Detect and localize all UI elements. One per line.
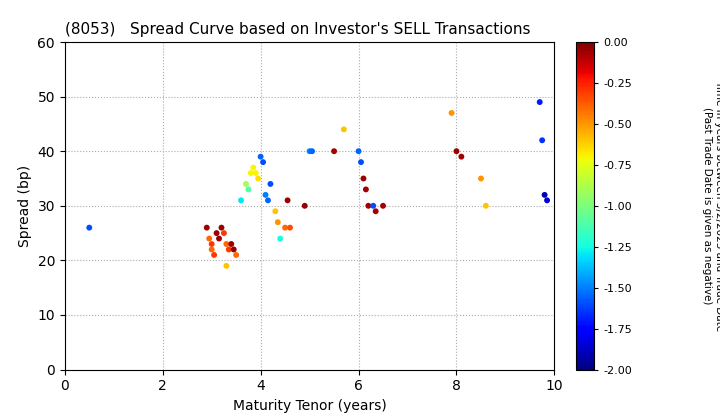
Point [250,170,261,176]
Point [218,230,230,236]
Point [225,241,237,247]
Point [228,246,240,253]
Point [211,230,222,236]
Point [480,202,492,209]
Point [282,197,293,204]
Point [446,110,457,116]
Point [204,235,215,242]
Point [243,186,254,193]
Point [451,148,462,155]
Point [208,252,220,258]
Point [304,148,315,155]
Point [262,197,274,204]
Point [353,148,364,155]
Y-axis label: Spread (bp): Spread (bp) [18,165,32,247]
Point [328,148,340,155]
Point [260,192,271,198]
Point [216,224,228,231]
Point [536,137,548,144]
Point [272,219,284,226]
Point [245,170,256,176]
Point [367,202,379,209]
Point [269,208,281,215]
Point [265,181,276,187]
Point [248,164,259,171]
Point [299,202,310,209]
Point [206,241,217,247]
X-axis label: Maturity Tenor (years): Maturity Tenor (years) [233,399,387,413]
Text: (8053)   Spread Curve based on Investor's SELL Transactions: (8053) Spread Curve based on Investor's … [65,22,531,37]
Point [284,224,296,231]
Point [223,246,235,253]
Point [235,197,247,204]
Point [360,186,372,193]
Point [377,202,389,209]
Point [253,175,264,182]
Point [206,246,217,253]
Point [358,175,369,182]
Point [274,235,286,242]
Point [475,175,487,182]
Point [220,241,232,247]
Point [456,153,467,160]
Point [306,148,318,155]
Point [363,202,374,209]
Point [255,153,266,160]
Point [534,99,546,105]
Point [370,208,382,215]
Point [220,262,232,269]
Point [257,159,269,165]
Point [279,224,291,231]
Point [213,235,225,242]
Point [240,181,252,187]
Point [84,224,95,231]
Point [355,159,366,165]
Point [541,197,553,204]
Point [201,224,212,231]
Text: Time in years between 5/2/2025 and Trade Date
(Past Trade Date is given as negat: Time in years between 5/2/2025 and Trade… [702,80,720,331]
Point [230,252,242,258]
Point [539,192,550,198]
Point [338,126,350,133]
